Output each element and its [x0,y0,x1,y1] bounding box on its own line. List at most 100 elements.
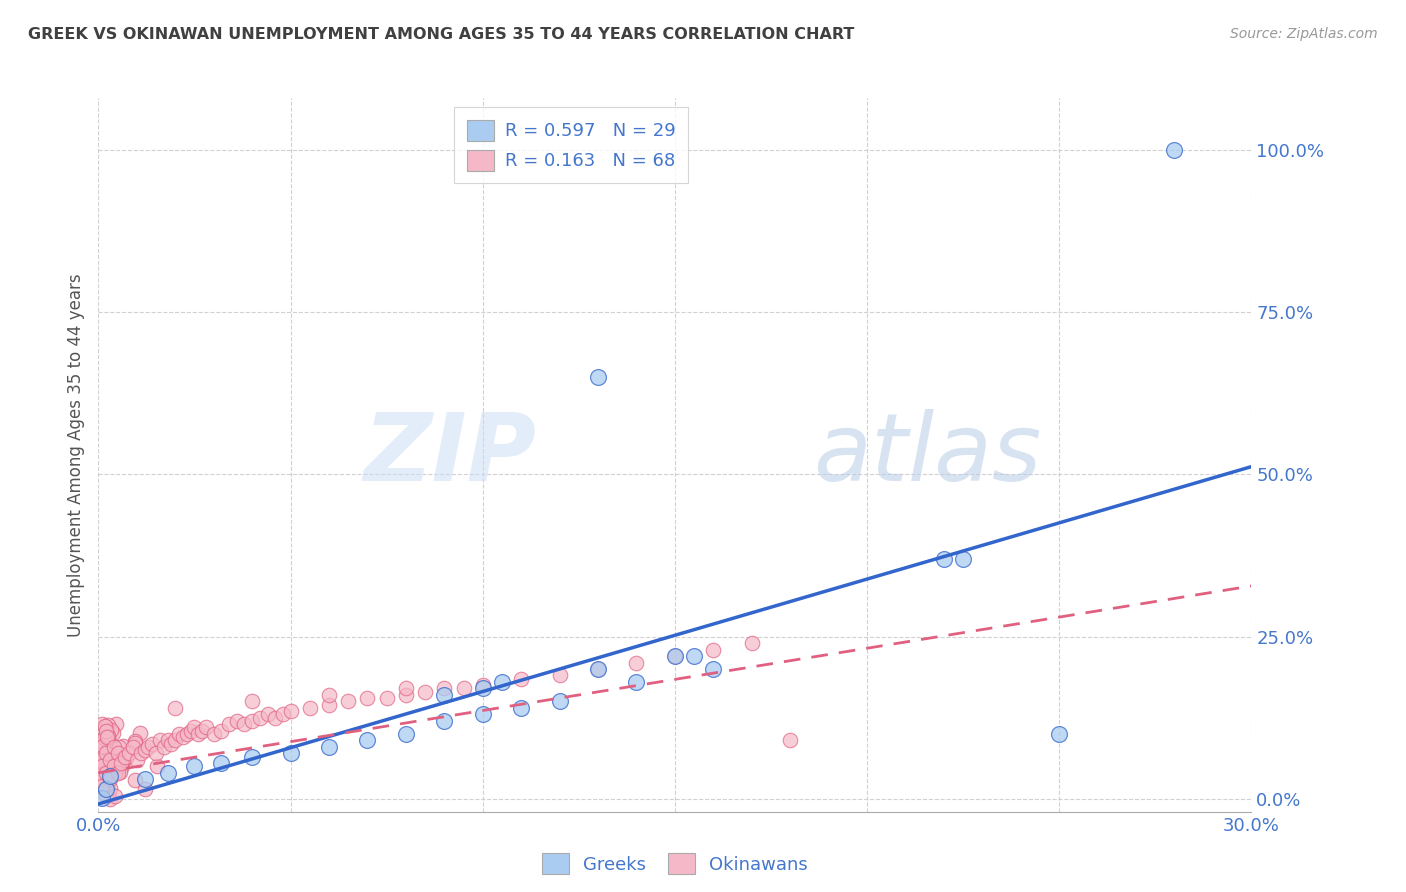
Point [664,648,686,663]
Point [94,765,117,780]
Point [264,711,287,725]
Point [112,739,135,753]
Point [115,751,138,765]
Point [124,773,146,788]
Point [280,747,302,761]
Point [280,704,302,718]
Point [101,726,124,740]
Point [128,725,150,739]
Point [225,714,247,728]
Point [134,772,156,787]
Point [249,711,271,725]
Point [97,731,120,746]
Point [91,751,114,765]
Text: atlas: atlas [813,409,1042,500]
Y-axis label: Unemployment Among Ages 35 to 44 years: Unemployment Among Ages 35 to 44 years [66,273,84,637]
Point [91,779,114,793]
Point [702,642,724,657]
Point [98,772,121,787]
Point [96,742,118,756]
Point [471,678,494,692]
Point [110,756,132,770]
Point [167,727,190,741]
Point [134,743,156,757]
Point [156,733,179,747]
Point [548,694,571,708]
Point [209,723,232,738]
Point [93,746,115,760]
Point [156,765,179,780]
Point [180,723,202,738]
Point [240,749,263,764]
Point [510,701,533,715]
Point [183,759,205,773]
Point [356,733,378,747]
Point [134,781,156,796]
Point [586,662,609,676]
Text: ZIP: ZIP [364,409,537,501]
Point [176,727,198,741]
Point [395,681,418,696]
Point [111,758,134,772]
Point [433,688,456,702]
Point [952,551,974,566]
Point [91,716,114,731]
Point [110,756,132,770]
Point [433,681,456,696]
Point [298,701,321,715]
Point [165,701,187,715]
Text: GREEK VS OKINAWAN UNEMPLOYMENT AMONG AGES 35 TO 44 YEARS CORRELATION CHART: GREEK VS OKINAWAN UNEMPLOYMENT AMONG AGE… [28,27,855,42]
Point [218,717,240,731]
Point [93,739,115,754]
Point [98,753,121,767]
Point [1047,727,1070,741]
Point [453,681,475,696]
Point [98,784,121,798]
Point [98,738,121,752]
Point [103,759,125,773]
Point [104,717,127,731]
Point [108,740,131,755]
Point [172,730,194,744]
Point [89,737,111,751]
Point [107,747,129,761]
Point [149,733,172,747]
Point [318,688,340,702]
Point [318,698,340,712]
Point [114,749,136,764]
Point [94,788,117,802]
Point [94,747,117,761]
Point [104,766,127,780]
Point [141,737,163,751]
Point [741,636,763,650]
Point [108,764,131,779]
Point [471,707,494,722]
Point [91,791,114,805]
Point [187,727,209,741]
Point [122,739,145,754]
Point [702,662,724,676]
Point [96,730,118,744]
Point [356,691,378,706]
Point [586,370,609,384]
Point [87,755,110,769]
Point [318,739,340,754]
Point [240,714,263,728]
Point [89,759,111,773]
Point [94,782,117,797]
Point [97,730,120,744]
Point [97,770,120,784]
Point [129,747,152,761]
Point [433,714,456,728]
Point [90,754,112,768]
Point [240,694,263,708]
Point [94,730,117,744]
Point [97,768,120,782]
Point [87,772,110,787]
Point [510,672,533,686]
Point [107,751,129,765]
Point [191,723,214,738]
Point [256,707,278,722]
Point [683,648,706,663]
Point [103,739,125,754]
